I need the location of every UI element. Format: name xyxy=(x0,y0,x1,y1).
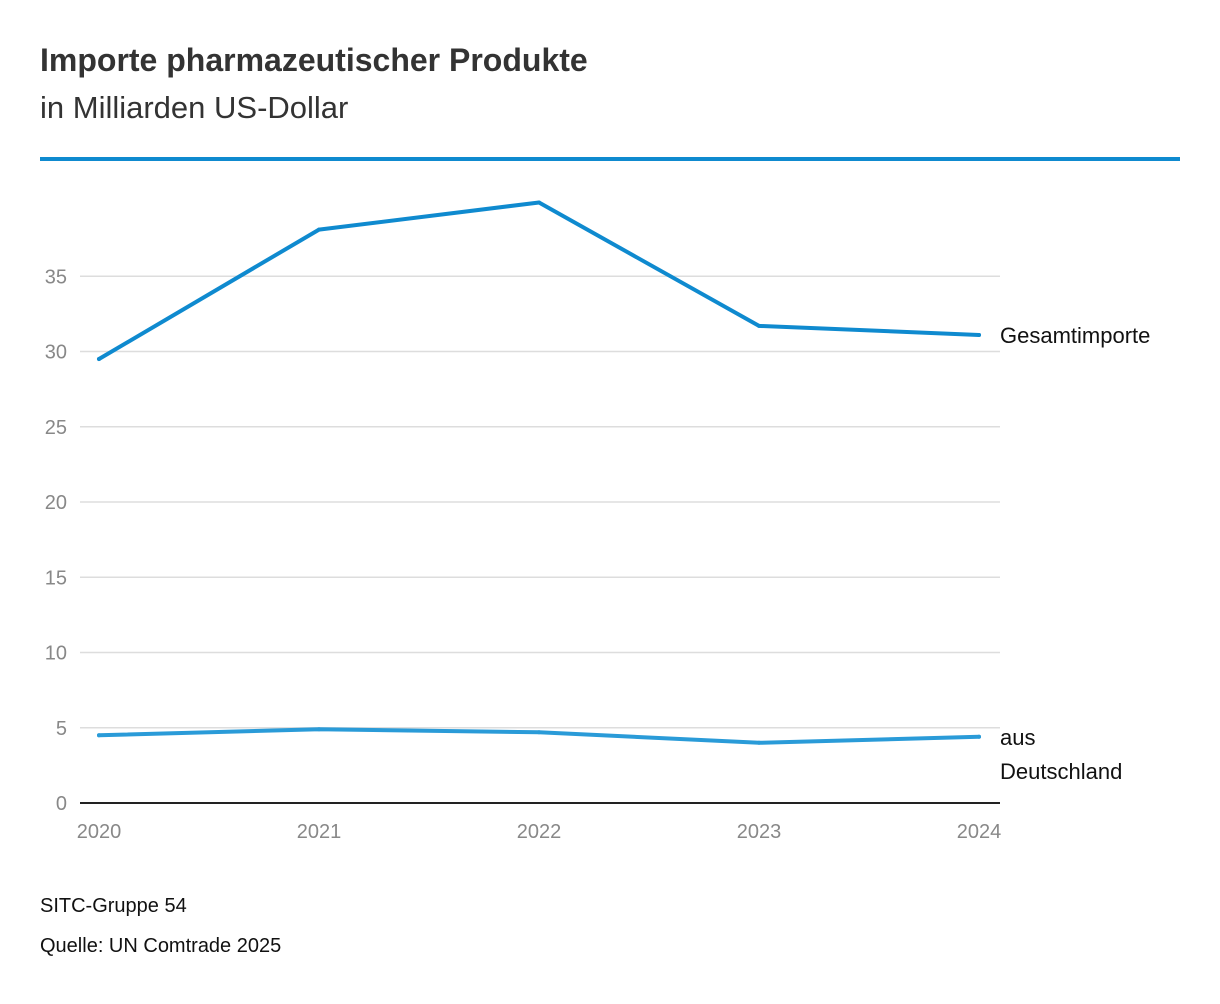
line-chart: 0 5 10 15 20 25 30 35 2020 2021 2022 2023 2024 Gesa… xyxy=(45,200,1150,843)
y-tick-label-0: 0 xyxy=(56,793,67,815)
data-point-aus-deutschland-2021 xyxy=(317,727,321,732)
y-tick-label-25: 25 xyxy=(45,417,67,439)
data-point-gesamtimporte-2023 xyxy=(757,323,761,328)
data-point-gesamtimporte-2021 xyxy=(317,227,321,232)
y-axis-ticks: 0 5 10 15 20 25 30 35 xyxy=(45,266,67,815)
data-point-aus-deutschland-2024 xyxy=(977,734,981,739)
footnote-sitc: SITC-Gruppe 54 xyxy=(40,895,187,917)
x-tick-label-2024: 2024 xyxy=(957,821,1002,843)
gridlines xyxy=(80,275,1000,729)
x-tick-label-2022: 2022 xyxy=(517,821,562,843)
x-tick-label-2021: 2021 xyxy=(297,821,342,843)
series-labels: Gesamtimporte aus Deutschland xyxy=(1000,323,1150,784)
source-note: Quelle: UN Comtrade 2025 xyxy=(40,935,282,957)
data-point-gesamtimporte-2022 xyxy=(537,200,541,205)
chart-subtitle: in Milliarden US-Dollar xyxy=(40,90,349,125)
data-point-gesamtimporte-2020 xyxy=(97,357,101,362)
x-tick-label-2023: 2023 xyxy=(737,821,782,843)
x-axis-ticks: 2020 2021 2022 2023 2024 xyxy=(77,821,1002,843)
y-tick-label-15: 15 xyxy=(45,567,67,589)
y-tick-label-35: 35 xyxy=(45,266,67,288)
series-lines xyxy=(97,200,981,745)
chart-title: Importe pharmazeutischer Produkte xyxy=(40,42,588,78)
series-label-aus-deutschland-line-1: aus xyxy=(1000,725,1035,750)
series-label-gesamtimporte-line-1: Gesamtimporte xyxy=(1000,323,1150,348)
data-point-aus-deutschland-2020 xyxy=(97,733,101,738)
data-point-gesamtimporte-2024 xyxy=(977,332,981,337)
x-tick-label-2020: 2020 xyxy=(77,821,122,843)
y-tick-label-30: 30 xyxy=(45,342,67,364)
y-tick-label-5: 5 xyxy=(56,718,67,740)
y-tick-label-10: 10 xyxy=(45,643,67,665)
title-divider xyxy=(40,157,1180,161)
series-label-aus-deutschland-line-2: Deutschland xyxy=(1000,759,1122,784)
y-tick-label-20: 20 xyxy=(45,492,67,514)
data-point-aus-deutschland-2022 xyxy=(537,730,541,735)
series-line-gesamtimporte xyxy=(97,200,981,362)
data-point-aus-deutschland-2023 xyxy=(757,740,761,745)
